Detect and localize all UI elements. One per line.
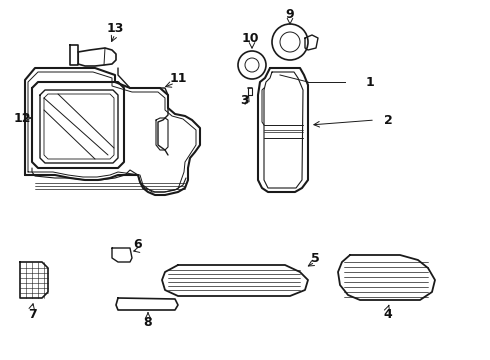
- Text: 5: 5: [311, 252, 319, 265]
- Text: 13: 13: [106, 22, 123, 35]
- Text: 4: 4: [384, 309, 392, 321]
- Text: 8: 8: [144, 315, 152, 328]
- Text: 10: 10: [241, 31, 259, 45]
- Text: 9: 9: [286, 9, 294, 22]
- Text: 6: 6: [134, 238, 142, 252]
- Text: 7: 7: [27, 309, 36, 321]
- Text: 12: 12: [13, 112, 31, 125]
- Text: 3: 3: [240, 94, 248, 107]
- Text: 2: 2: [384, 113, 392, 126]
- Text: 11: 11: [169, 72, 187, 85]
- Text: 1: 1: [366, 76, 374, 89]
